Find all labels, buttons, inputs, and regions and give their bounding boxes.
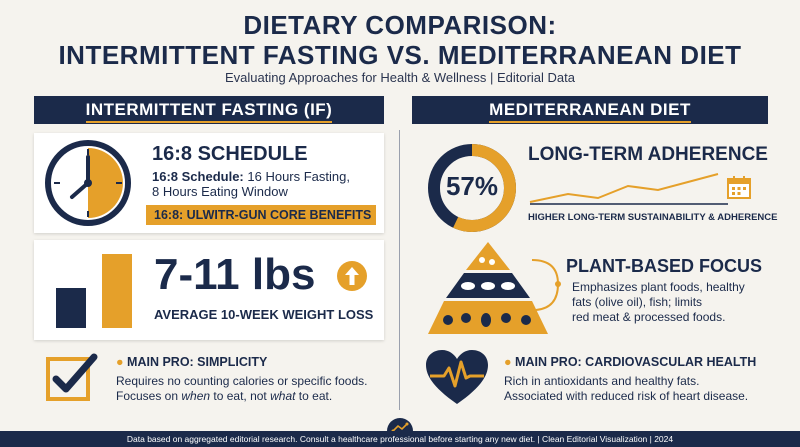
adherence-percent: 57% (445, 171, 499, 201)
if-pro-line2-when: when (181, 389, 211, 403)
plant-based-title: PLANT-BASED FOCUS (566, 256, 763, 276)
weight-loss-card: 7-11 lbs AVERAGE 10-WEEK WEIGHT LOSS (34, 240, 384, 340)
checkbox-icon (46, 353, 98, 401)
footer-note: Data based on aggregated editorial resea… (0, 431, 800, 447)
calendar-icon (727, 176, 751, 199)
if-pro-label-text: MAIN PRO: SIMPLICITY (127, 355, 268, 369)
if-pro-line2-a: Focuses on (116, 389, 182, 403)
title-line-1: DIETARY COMPARISON: (243, 10, 557, 40)
schedule-desc-rest: 16 Hours Fasting, (243, 169, 350, 184)
plant-line2: fats (olive oil), fish; limits (572, 295, 703, 309)
band-label-right: MEDITERRANEAN DIET (489, 99, 691, 123)
schedule-desc-bold: 16:8 Schedule: (152, 169, 244, 184)
adherence-title: LONG-TERM ADHERENCE (528, 144, 768, 165)
med-pro-line2: Associated with reduced risk of heart di… (504, 389, 749, 403)
if-pro-line1: Requires no counting calories or specifi… (116, 374, 368, 388)
weight-loss-label: AVERAGE 10-WEEK WEIGHT LOSS (154, 307, 374, 322)
band-label-left: INTERMITTENT FASTING (IF) (85, 99, 333, 123)
if-pro-description: Requires no counting calories or specifi… (116, 374, 367, 404)
if-pro-label: ● MAIN PRO: SIMPLICITY (116, 355, 268, 369)
title-line-2: INTERMITTENT FASTING VS. MEDITERRANEAN D… (58, 40, 742, 70)
arrow-up-icon (337, 261, 367, 291)
schedule-banner: 16:8: ULWITR-GUN CORE BENEFITS (146, 205, 376, 225)
page-subtitle: Evaluating Approaches for Health & Welln… (225, 70, 575, 85)
schedule-desc-line2: 8 Hours Eating Window (152, 184, 288, 199)
column-divider (399, 130, 400, 410)
food-pyramid-icon (428, 242, 548, 334)
section-band-mediterranean: MEDITERRANEAN DIET (412, 96, 768, 124)
weight-loss-value: 7-11 lbs (154, 250, 316, 299)
med-pro-label: ● MAIN PRO: CARDIOVASCULAR HEALTH (504, 355, 757, 369)
bar-growth-icon (56, 254, 132, 328)
schedule-card: 16:8 SCHEDULE 16:8 Schedule: 16 Hours Fa… (34, 133, 384, 233)
med-pro-label-text: MAIN PRO: CARDIOVASCULAR HEALTH (515, 355, 757, 369)
med-pro-line1: Rich in antioxidants and healthy fats. (504, 374, 700, 388)
plant-line3: red meat & processed foods. (572, 310, 726, 324)
if-pro-line2-e: to eat. (295, 389, 333, 403)
adherence-donut (428, 144, 516, 232)
plant-based-description: Emphasizes plant foods, healthy fats (ol… (572, 280, 745, 325)
adherence-caption: HIGHER LONG-TERM SUSTAINABILITY & ADHERE… (528, 212, 778, 223)
trend-line-icon (529, 173, 728, 205)
connector-line (531, 259, 561, 311)
section-band-intermittent-fasting: INTERMITTENT FASTING (IF) (34, 96, 384, 124)
if-pro-line2-what: what (270, 389, 296, 403)
schedule-description: 16:8 Schedule: 16 Hours Fasting, 8 Hours… (152, 169, 350, 199)
clock-icon (45, 140, 131, 226)
schedule-title: 16:8 SCHEDULE (152, 143, 308, 165)
plant-line1: Emphasizes plant foods, healthy (572, 280, 745, 294)
if-pro-line2-c: to eat, not (210, 389, 271, 403)
med-pro-description: Rich in antioxidants and healthy fats. A… (504, 374, 748, 404)
heart-pulse-icon (426, 350, 488, 404)
page-title: DIETARY COMPARISON: INTERMITTENT FASTING… (0, 10, 800, 70)
